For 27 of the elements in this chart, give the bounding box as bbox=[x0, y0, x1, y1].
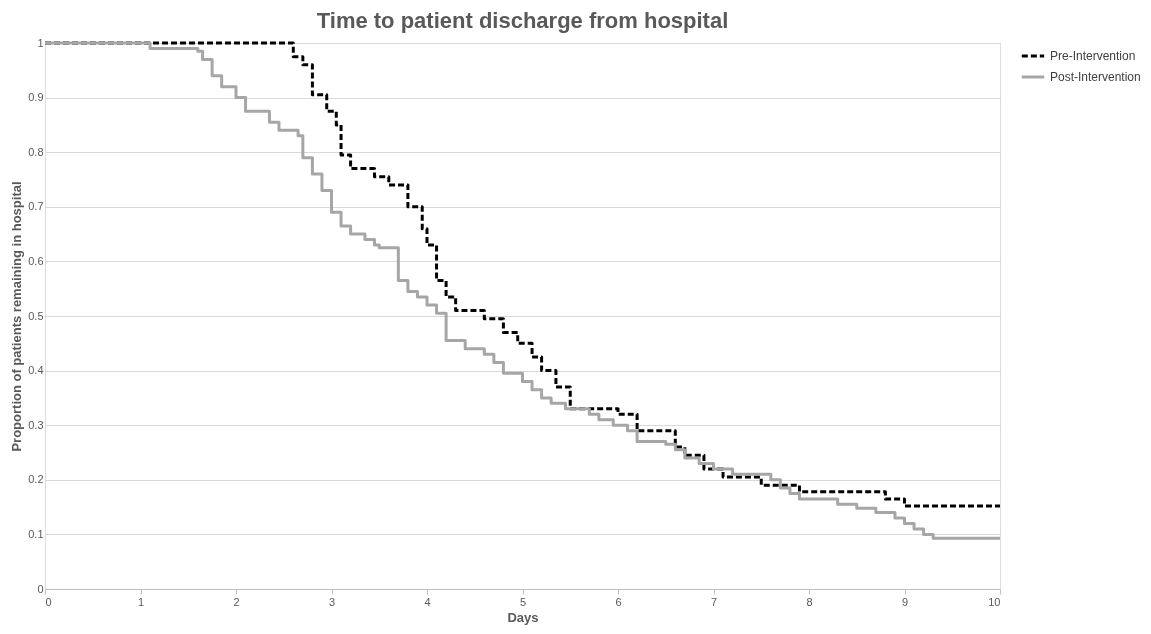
y-tick-label: 0 bbox=[37, 582, 44, 595]
y-tick-label: 0.5 bbox=[28, 309, 44, 322]
x-tick-label: 1 bbox=[137, 595, 145, 608]
x-tick-label: 6 bbox=[615, 595, 622, 608]
y-tick-label: 0.3 bbox=[28, 418, 44, 431]
y-tick-label: 0.1 bbox=[28, 527, 44, 540]
y-tick-label: 0.8 bbox=[28, 145, 44, 158]
x-tick-label: 10 bbox=[988, 595, 1001, 608]
y-tick-label: 1 bbox=[37, 36, 44, 49]
x-axis-title: Days bbox=[507, 609, 539, 625]
x-tick-label: 0 bbox=[45, 595, 52, 608]
y-tick-label: 0.4 bbox=[28, 364, 44, 377]
chart-title: Time to patient discharge from hospital bbox=[316, 8, 729, 33]
x-tick-label: 5 bbox=[519, 595, 527, 608]
legend-label: Post-Intervention bbox=[1050, 70, 1141, 84]
x-tick-label: 4 bbox=[424, 595, 431, 608]
x-tick-label: 9 bbox=[901, 595, 909, 608]
y-tick-label: 0.2 bbox=[28, 473, 44, 486]
y-tick-label: 0.9 bbox=[28, 91, 44, 104]
x-tick-label: 2 bbox=[233, 595, 240, 608]
x-tick-label: 3 bbox=[328, 595, 336, 608]
legend-label: Pre-Intervention bbox=[1050, 49, 1136, 63]
x-tick-label: 7 bbox=[710, 595, 718, 608]
x-tick-label: 8 bbox=[806, 595, 813, 608]
y-axis-title: Proportion of patients remaining in hospital bbox=[9, 181, 25, 452]
y-tick-label: 0.7 bbox=[28, 200, 44, 213]
y-tick-label: 0.6 bbox=[28, 254, 44, 267]
